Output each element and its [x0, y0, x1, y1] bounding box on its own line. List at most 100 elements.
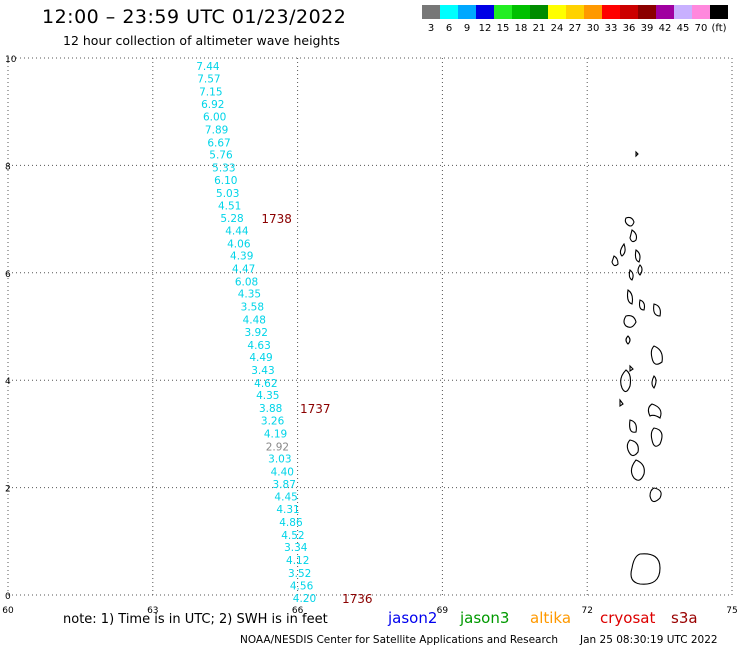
axis-ticks: 60 63 66 69 72 75 0 2 4 6 8 10 [2, 55, 737, 616]
wave-height-value: 7.89 [205, 124, 228, 136]
wave-height-value: 3.03 [268, 454, 291, 466]
wave-height-value: 5.33 [212, 163, 235, 175]
wave-height-value: 4.19 [264, 428, 287, 440]
generation-timestamp: Jan 25 08:30:19 UTC 2022 [580, 634, 718, 646]
legend-swatch [458, 5, 476, 19]
lat-tick-label: 2 [5, 485, 11, 495]
wave-height-value: 4.51 [218, 201, 241, 213]
wave-height-value: 6.10 [214, 175, 237, 187]
pass-time-labels: 1738 1737 1736 [261, 212, 372, 606]
wave-height-value: 4.47 [232, 264, 255, 276]
lat-tick-label: 8 [5, 162, 11, 172]
legend-label: 3 [428, 23, 434, 34]
legend-swatch [692, 5, 710, 19]
wave-height-value: 3.87 [273, 479, 296, 491]
wave-height-value: 4.45 [274, 492, 297, 504]
wave-height-value: 4.63 [247, 340, 270, 352]
wave-height-value: 6.08 [235, 276, 258, 288]
lon-tick-label: 66 [292, 606, 304, 616]
legend-label: 39 [641, 23, 654, 34]
legend-swatch [440, 5, 458, 19]
legend-label: 15 [497, 23, 510, 34]
wave-height-value: 4.20 [293, 593, 316, 605]
legend-label: 9 [464, 23, 470, 34]
island-outline [630, 553, 661, 585]
satellite-label-cryosat: cryosat [600, 609, 656, 627]
legend-swatch [530, 5, 548, 19]
legend-label: 36 [623, 23, 636, 34]
satellite-label-s3a: s3a [671, 609, 698, 627]
legend-swatch [584, 5, 602, 19]
color-legend: 3 6 9 12 15 18 21 24 27 30 33 36 39 42 45 70 (ft) [422, 5, 728, 34]
legend-swatch [638, 5, 656, 19]
wave-height-value: 5.76 [209, 150, 233, 162]
wave-height-value: 3.88 [259, 403, 282, 415]
island-outline [619, 345, 663, 408]
wave-height-value: 3.34 [284, 542, 308, 554]
legend-label: 42 [659, 23, 672, 34]
pass-time-label: 1738 [261, 212, 292, 226]
legend-label: 70 [695, 23, 708, 34]
legend-label: 21 [533, 23, 546, 34]
lon-tick-label: 75 [726, 606, 737, 616]
wave-height-value: 4.40 [271, 466, 294, 478]
legend-label: 33 [605, 23, 618, 34]
wave-height-value: 4.86 [279, 517, 303, 529]
page-subtitle: 12 hour collection of altimeter wave hei… [63, 33, 340, 48]
legend-swatch [422, 5, 440, 19]
island-outline [623, 289, 661, 345]
satellite-label-jason3: jason3 [460, 609, 510, 627]
wave-height-value: 4.52 [281, 530, 304, 542]
island-outline [630, 459, 662, 503]
legend-swatch [476, 5, 494, 19]
wave-height-value: 3.43 [251, 365, 274, 377]
page-title: 12:00 – 23:59 UTC 01/23/2022 [42, 6, 347, 28]
legend-swatch [674, 5, 692, 19]
lat-tick-label: 6 [5, 270, 11, 280]
wave-height-value: 3.52 [288, 568, 311, 580]
wave-height-value: 4.44 [225, 225, 249, 237]
lon-tick-label: 60 [2, 606, 14, 616]
wave-height-value: 3.26 [261, 415, 285, 427]
legend-swatch [566, 5, 584, 19]
lon-tick-label: 63 [147, 606, 158, 616]
wave-height-value: 6.67 [207, 137, 230, 149]
wave-height-value: 6.00 [203, 112, 226, 124]
wave-height-value: 4.31 [276, 504, 299, 516]
island-outline [611, 216, 643, 281]
wave-height-value: 4.35 [238, 289, 261, 301]
credit-line: NOAA/NESDIS Center for Satellite Applica… [240, 634, 558, 646]
wave-height-value: 7.57 [197, 73, 220, 85]
legend-label: (ft) [711, 23, 726, 34]
wave-height-track: 7.447.577.156.926.007.896.675.765.336.10… [196, 61, 316, 605]
maldives-coastline [611, 150, 663, 585]
legend-label: 45 [677, 23, 690, 34]
lat-tick-label: 0 [5, 592, 11, 602]
legend-swatch [494, 5, 512, 19]
wave-height-value: 7.44 [196, 61, 220, 73]
pass-time-label: 1737 [300, 402, 331, 416]
lon-tick-label: 72 [581, 606, 592, 616]
satellite-label-altika: altika [530, 609, 572, 627]
legend-swatch [548, 5, 566, 19]
legend-label: 27 [569, 23, 582, 34]
satellite-label-jason2: jason2 [388, 609, 438, 627]
map-grid [7, 57, 733, 596]
wave-height-value: 4.35 [256, 390, 279, 402]
wave-height-value: 3.92 [245, 327, 268, 339]
legend-swatch [710, 5, 728, 19]
legend-label: 18 [515, 23, 528, 34]
legend-swatch [602, 5, 620, 19]
island-outline [635, 150, 639, 158]
legend-swatch [620, 5, 638, 19]
wave-height-value: 6.92 [201, 99, 224, 111]
pass-time-label: 1736 [342, 592, 373, 606]
wave-height-value: 4.62 [254, 378, 277, 390]
wave-height-value: 4.49 [249, 352, 272, 364]
wave-height-value: 4.48 [243, 315, 266, 327]
wave-height-value: 4.12 [286, 555, 309, 567]
wave-height-value: 4.56 [290, 580, 314, 592]
legend-swatch [656, 5, 674, 19]
wave-height-value: 5.28 [220, 213, 243, 225]
